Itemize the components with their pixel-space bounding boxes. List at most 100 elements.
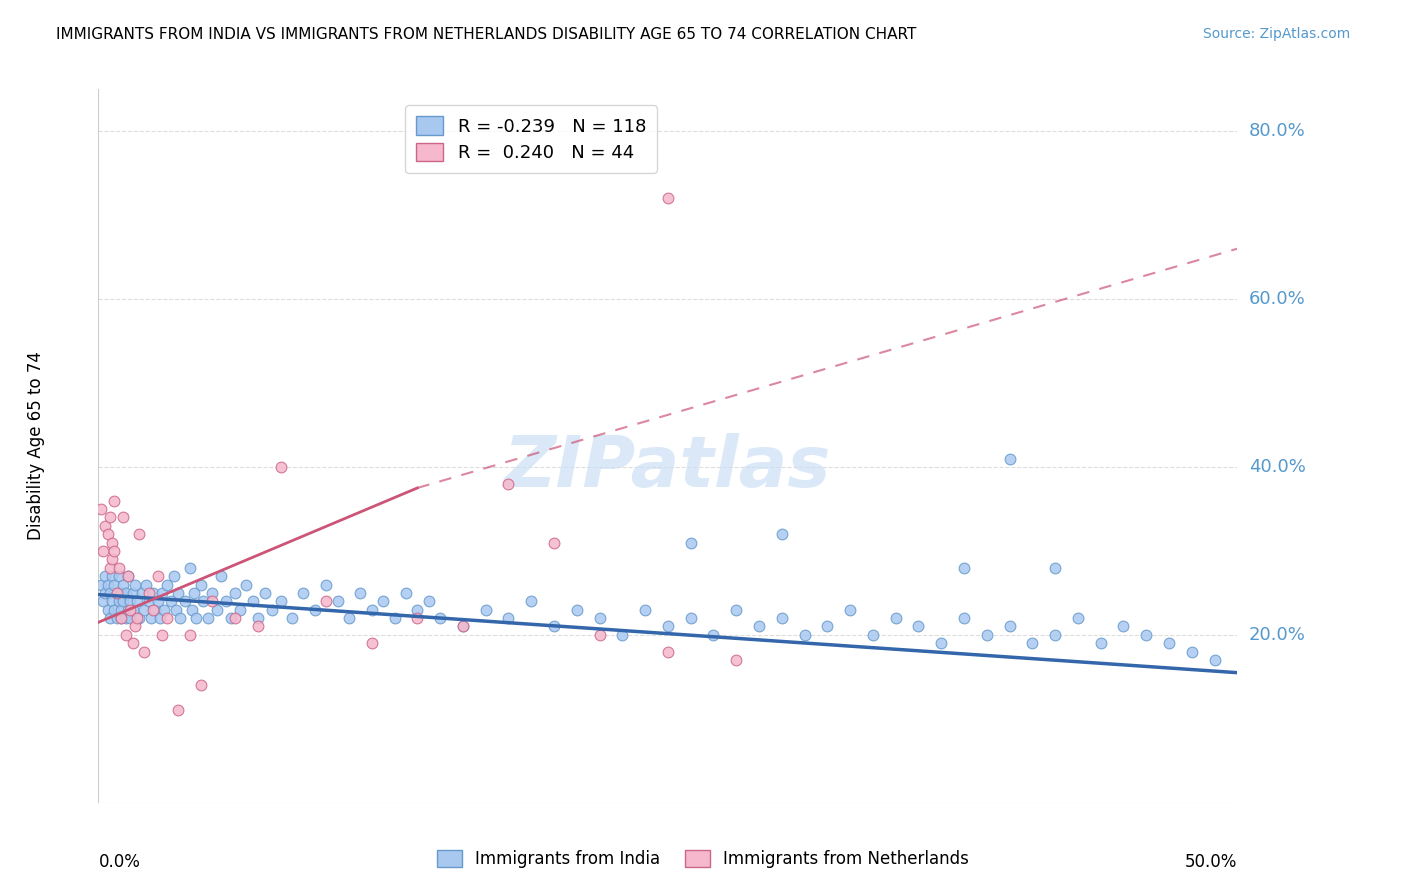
- Point: [406, 603, 429, 617]
- Point: [98, 510, 121, 524]
- Point: [94, 586, 117, 600]
- Point: [209, 569, 232, 583]
- Point: [146, 594, 169, 608]
- Point: [150, 628, 173, 642]
- Point: [142, 603, 165, 617]
- Point: [219, 611, 242, 625]
- Point: [1157, 636, 1180, 650]
- Point: [451, 619, 474, 633]
- Point: [224, 611, 246, 625]
- Point: [253, 586, 276, 600]
- Point: [110, 611, 132, 625]
- Point: [657, 191, 679, 205]
- Point: [612, 628, 634, 642]
- Point: [114, 628, 136, 642]
- Point: [498, 476, 520, 491]
- Point: [114, 586, 136, 600]
- Point: [138, 586, 160, 600]
- Point: [179, 628, 201, 642]
- Point: [179, 560, 201, 574]
- Point: [167, 703, 190, 717]
- Point: [246, 619, 269, 633]
- Point: [242, 594, 264, 608]
- Point: [117, 603, 139, 617]
- Point: [748, 619, 770, 633]
- Point: [998, 619, 1021, 633]
- Point: [90, 577, 112, 591]
- Point: [98, 586, 121, 600]
- Point: [205, 603, 228, 617]
- Point: [124, 577, 146, 591]
- Point: [96, 527, 118, 541]
- Point: [120, 594, 142, 608]
- Point: [165, 603, 187, 617]
- Point: [1204, 653, 1226, 667]
- Point: [679, 611, 702, 625]
- Point: [543, 619, 565, 633]
- Point: [98, 611, 121, 625]
- Point: [1112, 619, 1135, 633]
- Point: [138, 594, 160, 608]
- Point: [124, 619, 146, 633]
- Text: IMMIGRANTS FROM INDIA VS IMMIGRANTS FROM NETHERLANDS DISABILITY AGE 65 TO 74 COR: IMMIGRANTS FROM INDIA VS IMMIGRANTS FROM…: [56, 27, 917, 42]
- Point: [96, 603, 118, 617]
- Point: [246, 611, 269, 625]
- Point: [679, 535, 702, 549]
- Text: 80.0%: 80.0%: [1249, 122, 1305, 140]
- Text: Disability Age 65 to 74: Disability Age 65 to 74: [27, 351, 45, 541]
- Text: 50.0%: 50.0%: [1185, 853, 1237, 871]
- Point: [121, 636, 143, 650]
- Point: [418, 594, 440, 608]
- Point: [292, 586, 315, 600]
- Text: 0.0%: 0.0%: [98, 853, 141, 871]
- Point: [98, 560, 121, 574]
- Point: [520, 594, 543, 608]
- Point: [105, 611, 128, 625]
- Point: [657, 619, 679, 633]
- Legend: Immigrants from India, Immigrants from Netherlands: Immigrants from India, Immigrants from N…: [430, 843, 976, 875]
- Point: [907, 619, 929, 633]
- Point: [135, 577, 157, 591]
- Text: Source: ZipAtlas.com: Source: ZipAtlas.com: [1202, 27, 1350, 41]
- Point: [1090, 636, 1112, 650]
- Point: [110, 586, 132, 600]
- Point: [103, 603, 125, 617]
- Point: [150, 586, 173, 600]
- Point: [770, 527, 793, 541]
- Point: [197, 611, 219, 625]
- Point: [884, 611, 907, 625]
- Point: [337, 611, 360, 625]
- Point: [224, 586, 246, 600]
- Point: [929, 636, 952, 650]
- Text: 20.0%: 20.0%: [1249, 626, 1306, 644]
- Point: [156, 577, 179, 591]
- Point: [371, 594, 394, 608]
- Point: [180, 603, 202, 617]
- Point: [1043, 628, 1066, 642]
- Point: [953, 611, 976, 625]
- Point: [326, 594, 349, 608]
- Legend: R = -0.239   N = 118, R =  0.240   N = 44: R = -0.239 N = 118, R = 0.240 N = 44: [405, 105, 657, 173]
- Point: [1021, 636, 1043, 650]
- Point: [1043, 560, 1066, 574]
- Point: [103, 493, 125, 508]
- Point: [201, 586, 224, 600]
- Point: [121, 603, 143, 617]
- Point: [183, 586, 205, 600]
- Point: [146, 569, 169, 583]
- Point: [101, 535, 124, 549]
- Point: [190, 577, 212, 591]
- Point: [127, 594, 149, 608]
- Point: [112, 577, 135, 591]
- Point: [228, 603, 250, 617]
- Point: [474, 603, 496, 617]
- Point: [131, 586, 153, 600]
- Point: [110, 611, 132, 625]
- Point: [91, 594, 114, 608]
- Point: [384, 611, 406, 625]
- Point: [1181, 645, 1204, 659]
- Point: [117, 569, 139, 583]
- Point: [360, 636, 382, 650]
- Point: [108, 594, 131, 608]
- Point: [128, 527, 150, 541]
